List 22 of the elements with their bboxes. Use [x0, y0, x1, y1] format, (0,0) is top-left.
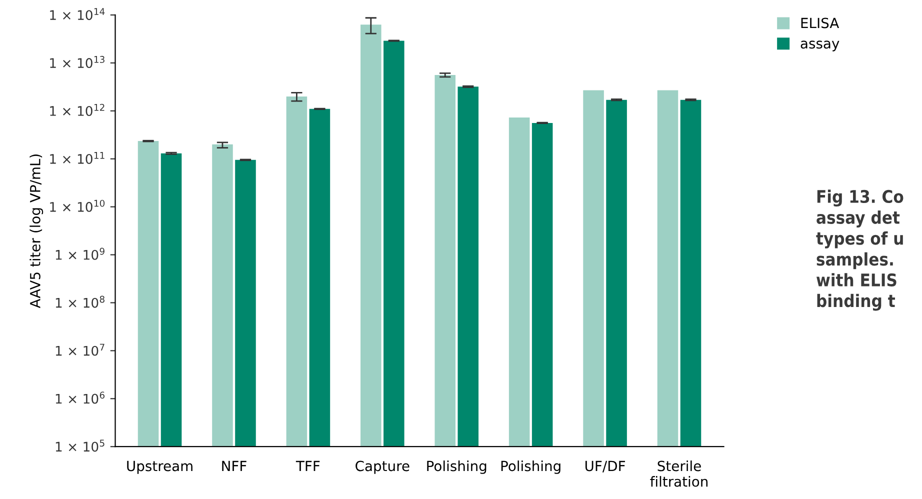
- y-tick-label: 1 × 10$^{13}$: [50, 56, 104, 68]
- x-tick-label: Polishing: [427, 460, 486, 474]
- legend-label: ELISA: [801, 18, 840, 28]
- caption: Fig 13. Co assay det types of u samples. with ELIS binding t: [816, 190, 904, 311]
- y-tick-label: 1 × 10$^{12}$: [50, 104, 104, 116]
- y-tick-label: 1 × 10$^{11}$: [50, 152, 104, 164]
- y-tick-label: 1 × 10$^{6}$: [56, 392, 105, 404]
- x-tick-label: TFF: [296, 460, 320, 472]
- y-tick-label: 1 × 10$^{14}$: [50, 8, 105, 20]
- legend-label: assay: [800, 40, 840, 52]
- x-tick-label: Capture: [356, 460, 410, 474]
- x-tick-label: NFF: [222, 460, 246, 472]
- x-tick-label: Upstream: [127, 460, 192, 474]
- y-tick-label: 1 × 10$^{8}$: [56, 296, 104, 308]
- y-tick-label: 1 × 10$^{9}$: [56, 248, 104, 260]
- x-tick-label: Polishing: [501, 460, 560, 474]
- y-axis-title: AAV5 titer (log VP/mL): [30, 154, 44, 308]
- x-tick-label: Sterile filtration: [650, 460, 708, 487]
- x-tick-label: UF/DF: [585, 460, 625, 472]
- y-tick-label: 1 × 10$^{5}$: [56, 440, 104, 452]
- y-tick-label: 1 × 10$^{7}$: [56, 344, 104, 356]
- y-tick-label: 1 × 10$^{10}$: [50, 200, 105, 212]
